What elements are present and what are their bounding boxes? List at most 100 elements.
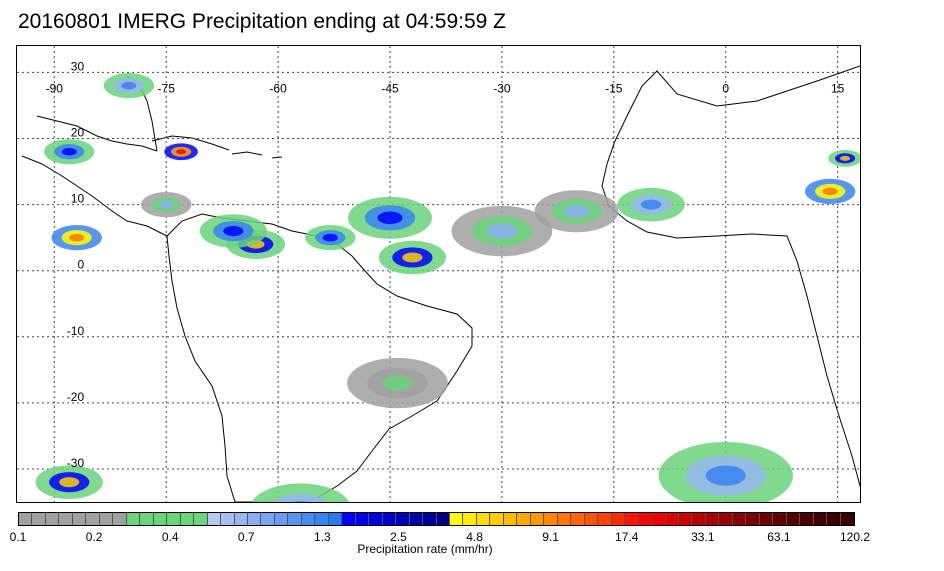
colorbar-cell [827,513,841,525]
page-title: 20160801 IMERG Precipitation ending at 0… [18,10,506,33]
precip-cell [176,149,187,155]
lat-tick-label: 20 [71,126,85,140]
precip-cell [322,233,338,242]
precip-cell [486,223,518,239]
colorbar-label: Precipitation rate (mm/hr) [357,542,493,556]
colorbar-cell [315,513,329,525]
colorbar-cell [692,513,706,525]
hispaniola [231,151,263,156]
precip-cell [69,233,85,242]
colorbar-cell [288,513,302,525]
lon-tick-label: -90 [46,81,64,95]
lon-tick-label: -45 [381,81,399,95]
colorbar-cell [261,513,275,525]
colorbar-cell [476,513,491,525]
colorbar-cell [382,513,397,525]
lon-tick-label: 0 [722,81,729,95]
colorbar-tick-label: 2.5 [390,530,407,544]
precip-cell [377,211,403,225]
colorbar-cell [571,513,585,525]
colorbar-tick-label: 4.8 [466,530,483,544]
colorbar-cell [625,513,639,525]
colorbar-cell [557,513,572,525]
colorbar-cell [221,513,235,525]
colorbar-cell [180,513,195,525]
lat-tick-label: -20 [67,390,85,404]
colorbar-cell [732,513,747,525]
africa-coastline [601,65,860,487]
colorbar-cell [517,513,531,525]
colorbar-cell [800,513,814,525]
lon-tick-label: -30 [493,81,511,95]
colorbar-cell [72,513,87,525]
colorbar-cell [355,513,370,525]
lat-tick-label: 10 [71,192,85,206]
lat-tick-label: -10 [67,324,85,338]
colorbar-cell [234,513,248,525]
lon-tick-label: 15 [831,81,845,95]
precip-cell [61,147,77,156]
colorbar-cell [342,513,356,525]
precip-cell [251,483,350,502]
colorbar-cell [301,513,316,525]
colorbar-cell [369,513,383,525]
colorbar-cell [759,513,774,525]
colorbar-cell [652,513,666,525]
colorbar-cell [450,513,464,525]
lat-tick-label: 0 [77,258,84,272]
colorbar-tick-label: 17.4 [615,530,639,544]
colorbar-tick-label: 63.1 [767,530,791,544]
precip-cell [59,477,80,488]
colorbar-cell [678,513,693,525]
colorbar-cell [705,513,720,525]
colorbar-cell [247,513,262,525]
colorbar-cell [86,513,100,525]
colorbar-cell [530,513,545,525]
colorbar-cell [194,513,208,525]
colorbar-cell [423,513,437,525]
colorbar-cell [503,513,518,525]
colorbar-tick-label: 120.2 [839,530,871,544]
colorbar-cell [638,513,653,525]
precip-cell [402,252,423,263]
colorbar-cell [207,513,222,525]
cuba [151,135,230,151]
precip-cell [382,375,413,391]
colorbar-cell [328,513,343,525]
colorbar-cell [813,513,828,525]
lon-tick-label: -60 [269,81,287,95]
precip-cell [705,465,746,486]
colorbar-cell [490,513,504,525]
colorbar-cell [59,513,73,525]
colorbar-cell [274,513,289,525]
colorbar-cell [126,513,141,525]
colorbar-cell [409,513,424,525]
colorbar-cell [153,513,168,525]
central-america-coastline [21,155,168,237]
gulf-coast [36,115,158,152]
lat-lon-grid [17,46,860,502]
precipitation-map: -90 -75 -60 -45 -30 -15 0 15 30 20 10 0 -10 -20 -30 [17,46,860,502]
coastline-outlines [21,65,860,502]
map-frame: -90 -75 -60 -45 -30 -15 0 15 30 20 10 0 -10 -20 -30 [16,45,861,503]
colorbar-cell [45,513,60,525]
precip-cell [273,493,328,502]
axis-labels: -90 -75 -60 -45 -30 -15 0 15 30 20 10 0 -10 -20 -30 [46,59,845,470]
south-america-coastline [166,213,473,502]
colorbar-cell [113,513,127,525]
colorbar-tick-label: 0.7 [237,530,255,544]
colorbar-cell [773,513,787,525]
precip-cell [158,200,174,209]
lon-tick-label: -75 [158,81,176,95]
colorbar-tick-label: 9.1 [542,530,559,544]
colorbar-tick-label: 0.2 [85,530,103,544]
colorbar-cell [611,513,626,525]
colorbar-cell [140,513,154,525]
lon-tick-label: -15 [605,81,623,95]
precip-cell [223,226,244,237]
colorbar-cell [396,513,410,525]
colorbar-cell [665,513,679,525]
precip-cell [563,204,590,218]
precipitation-layer [35,73,860,502]
colorbar-cell [99,513,114,525]
